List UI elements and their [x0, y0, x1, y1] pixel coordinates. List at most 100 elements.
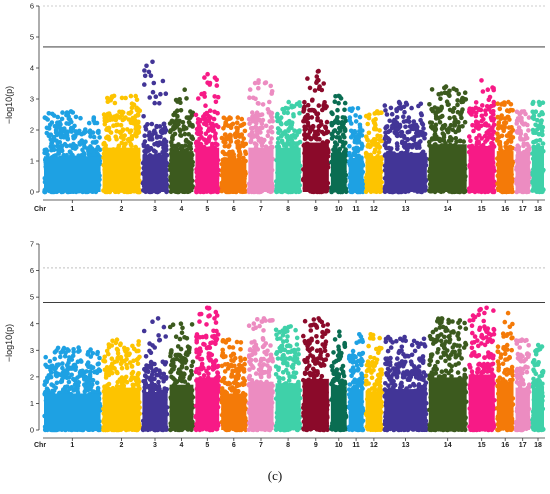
snp-point [401, 104, 407, 110]
snp-point [389, 111, 395, 117]
snp-point [142, 133, 147, 138]
snp-point [386, 139, 392, 144]
snp-point [409, 144, 415, 150]
snp-peak-point [536, 99, 542, 105]
snp-point [214, 83, 220, 88]
snp-point [177, 127, 182, 132]
snp-point [130, 115, 135, 121]
snp-point [414, 145, 420, 150]
snp-point [540, 124, 546, 130]
snp-point [401, 114, 406, 119]
snp-point [436, 108, 442, 114]
snp-point [336, 100, 341, 106]
snp-point [312, 134, 318, 139]
chromosome-label: 8 [286, 206, 290, 213]
y-tick-label: 7 [30, 240, 34, 249]
snp-point [436, 92, 442, 97]
snp-point [324, 130, 329, 136]
snp-point [519, 137, 525, 142]
snp-point [252, 115, 258, 120]
snp-point [447, 88, 452, 94]
snp-point [198, 126, 203, 131]
snp-point [302, 116, 308, 121]
snp-point [95, 385, 101, 391]
snp-point [228, 139, 234, 144]
snp-point [335, 115, 340, 120]
snp-density-band [348, 157, 364, 192]
snp-point [319, 87, 325, 93]
snp-point [213, 99, 219, 105]
snp-peak-point [68, 109, 74, 114]
snp-point [366, 142, 371, 147]
snp-point [88, 369, 93, 374]
snp-point [142, 68, 147, 73]
y-tick-label: 5 [30, 293, 34, 302]
chromosome-label: 11 [352, 206, 360, 213]
snp-point [351, 146, 357, 152]
snp-point [371, 137, 377, 142]
snp-point [342, 107, 347, 113]
snp-point [201, 114, 206, 119]
snp-point [278, 115, 284, 120]
snp-point [242, 128, 248, 134]
snp-point [405, 129, 411, 135]
snp-point [516, 150, 522, 156]
snp-point [450, 109, 456, 114]
snp-point [121, 136, 126, 142]
chromosome-12-points [363, 109, 385, 195]
snp-point [78, 115, 83, 121]
snp-point [45, 117, 50, 122]
snp-point [420, 122, 426, 127]
snp-point [212, 109, 217, 115]
chromosome-1-points [42, 345, 103, 433]
chromosome-4-points [167, 87, 196, 195]
snp-point [502, 123, 507, 129]
snp-point [315, 117, 320, 123]
y-tick-label: 3 [30, 346, 34, 355]
snp-point [302, 132, 307, 138]
snp-point [353, 113, 358, 118]
snp-point [383, 108, 388, 113]
snp-point [301, 107, 307, 112]
snp-point [148, 73, 154, 78]
snp-point [403, 124, 408, 130]
snp-point [321, 81, 327, 86]
snp-point [319, 129, 325, 135]
snp-point [149, 121, 155, 127]
snp-point [352, 137, 358, 143]
snp-point [253, 96, 258, 102]
snp-point [59, 148, 65, 154]
snp-point [142, 73, 148, 79]
snp-point [507, 144, 513, 150]
snp-point [456, 120, 461, 125]
snp-point [202, 75, 207, 80]
snp-point [384, 112, 390, 117]
snp-point [220, 149, 226, 155]
snp-point [372, 147, 378, 153]
snp-point [468, 138, 473, 144]
chromosome-5-points [193, 71, 221, 195]
snp-point [357, 114, 363, 120]
snp-point [205, 118, 210, 123]
snp-point [411, 126, 416, 132]
snp-point [267, 99, 272, 105]
snp-point [286, 128, 291, 133]
snp-point [307, 85, 313, 91]
snp-point [531, 130, 536, 135]
snp-peak-point [205, 71, 210, 77]
snp-point [275, 126, 281, 131]
snp-point [224, 117, 230, 122]
snp-point [108, 98, 113, 103]
snp-point [289, 104, 295, 110]
snp-point [50, 111, 55, 117]
snp-density-band [142, 154, 168, 192]
snp-point [377, 144, 382, 150]
snp-point [221, 139, 226, 144]
snp-point [129, 143, 134, 148]
snp-density-band [102, 147, 141, 192]
snp-point [540, 141, 546, 146]
snp-point [366, 115, 372, 121]
snp-point [439, 104, 444, 110]
snp-point [475, 120, 481, 125]
